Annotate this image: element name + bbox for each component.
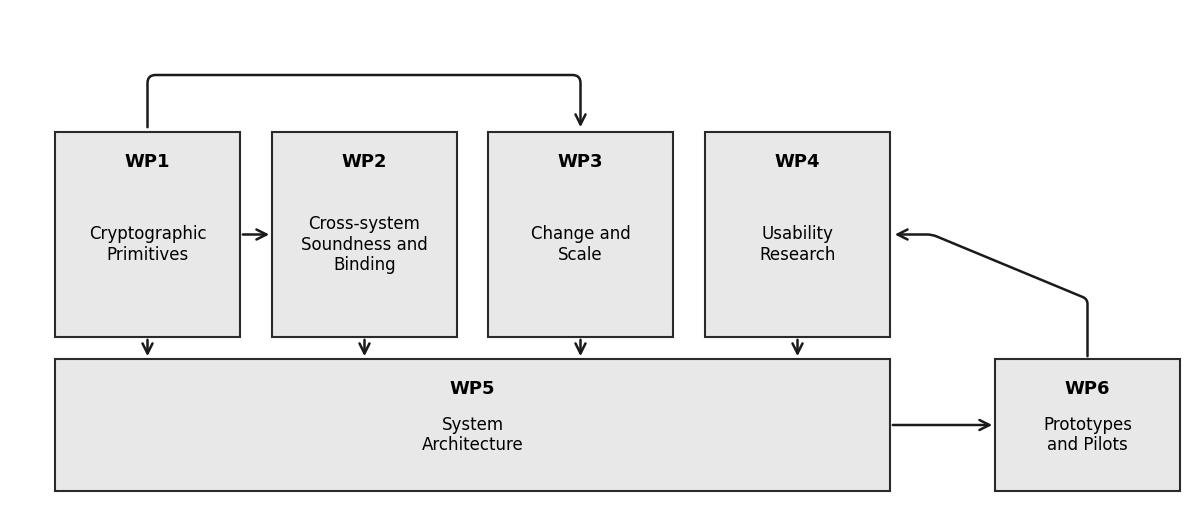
Text: WP1: WP1	[125, 153, 170, 171]
FancyBboxPatch shape	[705, 132, 891, 337]
Text: Cross-system
Soundness and
Binding: Cross-system Soundness and Binding	[301, 215, 428, 275]
FancyBboxPatch shape	[995, 359, 1179, 491]
Text: Usability
Research: Usability Research	[760, 225, 836, 264]
Text: WP3: WP3	[558, 153, 603, 171]
Text: WP4: WP4	[775, 153, 820, 171]
Text: WP6: WP6	[1065, 380, 1111, 398]
Text: Change and
Scale: Change and Scale	[530, 225, 630, 264]
Text: WP2: WP2	[341, 153, 388, 171]
FancyBboxPatch shape	[55, 359, 891, 491]
FancyBboxPatch shape	[272, 132, 457, 337]
Text: WP5: WP5	[449, 380, 496, 398]
FancyBboxPatch shape	[487, 132, 673, 337]
Text: System
Architecture: System Architecture	[422, 416, 523, 455]
Text: Prototypes
and Pilots: Prototypes and Pilots	[1043, 416, 1132, 455]
Text: Cryptographic
Primitives: Cryptographic Primitives	[89, 225, 207, 264]
FancyBboxPatch shape	[55, 132, 240, 337]
